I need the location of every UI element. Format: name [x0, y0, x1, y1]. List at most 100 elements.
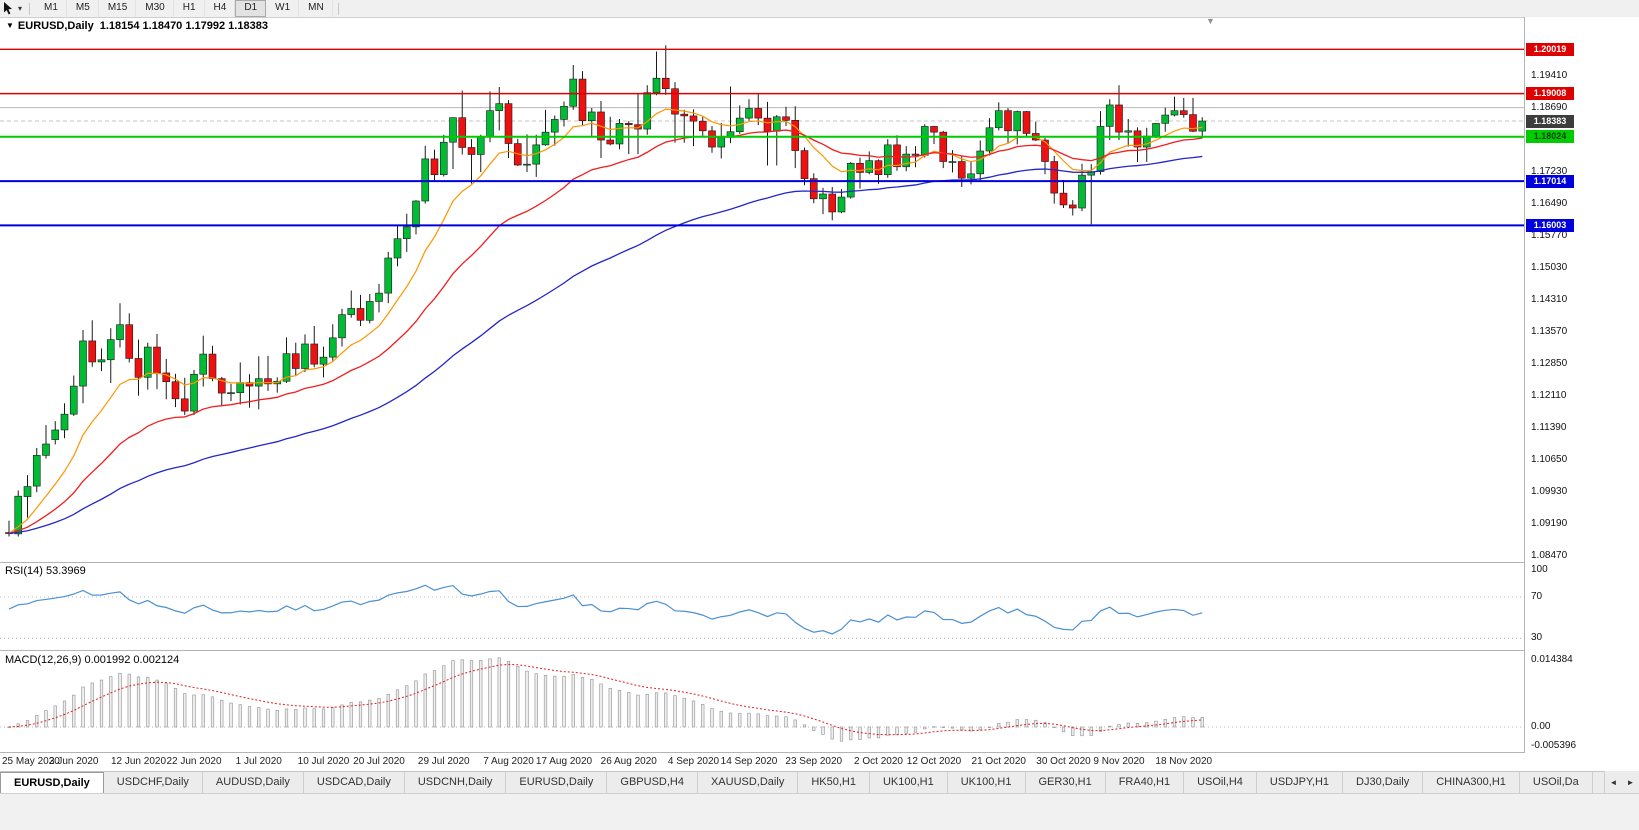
- candle-body: [661, 77, 670, 90]
- chart-tab-usoil-h4[interactable]: USOil,H4: [1184, 772, 1257, 794]
- chart-tab-bar: EURUSD,Daily USDCHF,Daily AUDUSD,Daily USDC…: [0, 771, 1639, 794]
- chart-tab-ger30-h1[interactable]: GER30,H1: [1025, 772, 1106, 794]
- chart-tab-china300-h1[interactable]: CHINA300,H1: [1423, 772, 1520, 794]
- candle-body: [920, 126, 929, 156]
- date-axis-label: 12 Oct 2020: [906, 756, 962, 767]
- price-shift-marker-icon: ▼: [1206, 16, 1215, 26]
- candle-body: [495, 103, 504, 111]
- tabs-scroll-right-icon[interactable]: ►: [1626, 777, 1635, 787]
- candle-body: [97, 359, 106, 363]
- rsi-axis-label: 70: [1531, 590, 1543, 602]
- timeframe-button-m5[interactable]: M5: [67, 0, 99, 17]
- candle-body: [652, 77, 661, 93]
- date-axis-label: 2 Oct 2020: [854, 756, 903, 767]
- candle-body: [51, 429, 60, 440]
- tab-scroll-arrows: ◄ ►: [1604, 771, 1639, 793]
- chart-tab-usdchf-daily[interactable]: USDCHF,Daily: [103, 772, 203, 794]
- date-axis-label: 4 Sep 2020: [667, 756, 720, 767]
- price-axis-label: 1.12850: [1531, 357, 1568, 369]
- candle-body: [439, 141, 448, 175]
- price-tag-1.17014: 1.17014: [1526, 174, 1574, 188]
- candle-body: [1059, 192, 1068, 206]
- chart-tab-usdcnh-daily[interactable]: USDCNH,Daily: [404, 772, 507, 794]
- candle-body: [550, 119, 559, 133]
- candle-body: [560, 105, 568, 120]
- candle-body: [328, 337, 337, 358]
- candle-body: [282, 353, 291, 382]
- candle-body: [523, 163, 531, 166]
- chart-tab-audusd-daily[interactable]: AUDUSD,Daily: [202, 772, 304, 794]
- price-axis-label: 1.19410: [1531, 70, 1568, 81]
- chart-title-symbol: EURUSD,Daily: [17, 20, 94, 32]
- candle-body: [902, 153, 911, 168]
- macd-axis-label: 0.00: [1531, 721, 1551, 732]
- macd-pane[interactable]: [0, 657, 1524, 742]
- candle-body: [606, 139, 615, 145]
- candle-body: [301, 343, 309, 369]
- chart-tab-usoil-da[interactable]: USOil,Da: [1519, 772, 1593, 794]
- candle-body: [689, 115, 698, 122]
- chart-tab-uk100-h1[interactable]: UK100,H1: [947, 772, 1026, 794]
- macd-indicator-label: MACD(12,26,9) 0.001992 0.002124: [5, 654, 180, 666]
- chart-tab-dj30-daily[interactable]: DJ30,Daily: [1343, 772, 1424, 794]
- candle-body: [865, 160, 874, 173]
- date-axis-label: 3 Jun 2020: [49, 756, 99, 767]
- candle-body: [171, 381, 180, 400]
- chart-tab-hk50-h1[interactable]: HK50,H1: [798, 772, 870, 794]
- pane-separator[interactable]: [0, 650, 1639, 651]
- macd-axis-label: -0.005396: [1531, 740, 1577, 751]
- macd-signal-line: [8, 663, 1203, 736]
- cursor-tool-icon[interactable]: [0, 1, 16, 16]
- timeframe-button-h4[interactable]: H4: [205, 0, 236, 17]
- candle-body: [578, 78, 587, 122]
- candle-body: [624, 123, 633, 125]
- chart-tab-usdcad-daily[interactable]: USDCAD,Daily: [303, 772, 405, 794]
- price-axis-label: 1.10650: [1531, 454, 1568, 466]
- date-axis-label: 1 Jul 2020: [235, 756, 282, 767]
- rsi-line: [8, 584, 1203, 635]
- price-axis-label: 1.16490: [1531, 198, 1568, 210]
- candle-body: [893, 144, 901, 168]
- price-axis-label: 1.17230: [1531, 165, 1568, 177]
- candle-body: [772, 116, 781, 132]
- candle-body: [809, 178, 818, 200]
- timeframe-button-w1[interactable]: W1: [266, 0, 300, 17]
- candle-body: [1041, 139, 1049, 162]
- candle-body: [967, 173, 975, 179]
- timeframe-button-m1[interactable]: M1: [35, 0, 67, 17]
- candle-body: [1115, 104, 1123, 133]
- one-click-trading-icon[interactable]: ▼: [6, 21, 14, 30]
- chart-tab-eurusd-daily[interactable]: EURUSD,Daily: [0, 772, 104, 794]
- date-axis-label: 18 Nov 2020: [1155, 756, 1213, 767]
- chart-tab-fra40-h1[interactable]: FRA40,H1: [1105, 772, 1185, 794]
- ma-medium-line: [8, 129, 1203, 535]
- main-chart-pane[interactable]: [0, 45, 1524, 537]
- chart-tab-xauusd-daily[interactable]: XAUUSD,Daily: [697, 772, 799, 794]
- rsi-pane[interactable]: [0, 584, 1524, 639]
- date-axis-label: 21 Oct 2020: [971, 756, 1026, 767]
- chart-tab-usdjpy-h1[interactable]: USDJPY,H1: [1256, 772, 1344, 794]
- timeframe-button-d1[interactable]: D1: [235, 0, 267, 17]
- cursor-tool-dropdown-icon[interactable]: ▾: [18, 4, 23, 13]
- price-chart-svg[interactable]: [0, 17, 1524, 753]
- price-axis: 1.19410 1.18690 1.17230 1.16490 1.15770 1.150…: [1525, 17, 1639, 753]
- price-axis-label: 1.08470: [1531, 549, 1568, 561]
- chart-tab-uk100-h1[interactable]: UK100,H1: [869, 772, 948, 794]
- chart-tab-gbpusd-h4[interactable]: GBPUSD,H4: [607, 772, 698, 794]
- tabs-scroll-left-icon[interactable]: ◄: [1609, 777, 1618, 787]
- candle-body: [698, 120, 707, 132]
- candlestick-series: [5, 45, 1207, 537]
- status-strip: [0, 793, 1639, 830]
- timeframe-button-m15[interactable]: M15: [99, 0, 137, 17]
- timeframe-button-m30[interactable]: M30: [136, 0, 174, 17]
- timeframe-button-mn[interactable]: MN: [299, 0, 333, 17]
- timeframe-button-h1[interactable]: H1: [174, 0, 205, 17]
- candle-body: [291, 353, 300, 369]
- candle-body: [1022, 111, 1031, 134]
- candle-body: [671, 88, 679, 115]
- chart-tab-eurusd-daily[interactable]: EURUSD,Daily: [506, 772, 608, 794]
- candle-body: [985, 127, 994, 152]
- pane-separator[interactable]: [0, 562, 1639, 563]
- candle-body: [1004, 110, 1012, 132]
- rsi-axis-label: 100: [1531, 564, 1548, 575]
